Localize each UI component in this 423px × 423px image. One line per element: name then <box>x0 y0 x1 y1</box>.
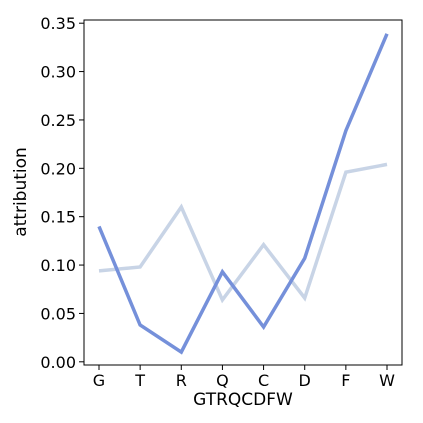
y-tick-label: 0.15 <box>40 208 76 227</box>
series-line-1 <box>98 162 388 304</box>
x-tick-label: W <box>379 371 395 390</box>
y-tick-label: 0.30 <box>40 63 76 82</box>
x-tick-label: Q <box>216 371 229 390</box>
y-axis-label: attribution <box>11 147 31 237</box>
y-axis: 0.00 0.05 0.10 0.15 0.20 0.25 0.30 0.35 <box>40 14 84 372</box>
x-tick-label: F <box>341 371 350 390</box>
series-layer <box>97 33 389 355</box>
x-tick-label: C <box>258 371 269 390</box>
x-axis-label: GTRQCDFW <box>193 390 293 410</box>
x-tick-label: D <box>299 371 311 390</box>
x-tick-label: G <box>93 371 105 390</box>
y-tick-label: 0.00 <box>40 353 76 372</box>
y-tick-label: 0.10 <box>40 256 76 275</box>
y-tick-label: 0.05 <box>40 304 76 323</box>
series-line-2 <box>97 33 389 355</box>
plot-frame <box>83 19 403 366</box>
x-tick-label: T <box>134 371 145 390</box>
y-tick-label: 0.20 <box>40 159 76 178</box>
y-tick-label: 0.35 <box>40 14 76 33</box>
y-tick-label: 0.25 <box>40 111 76 130</box>
x-tick-label: R <box>176 371 187 390</box>
